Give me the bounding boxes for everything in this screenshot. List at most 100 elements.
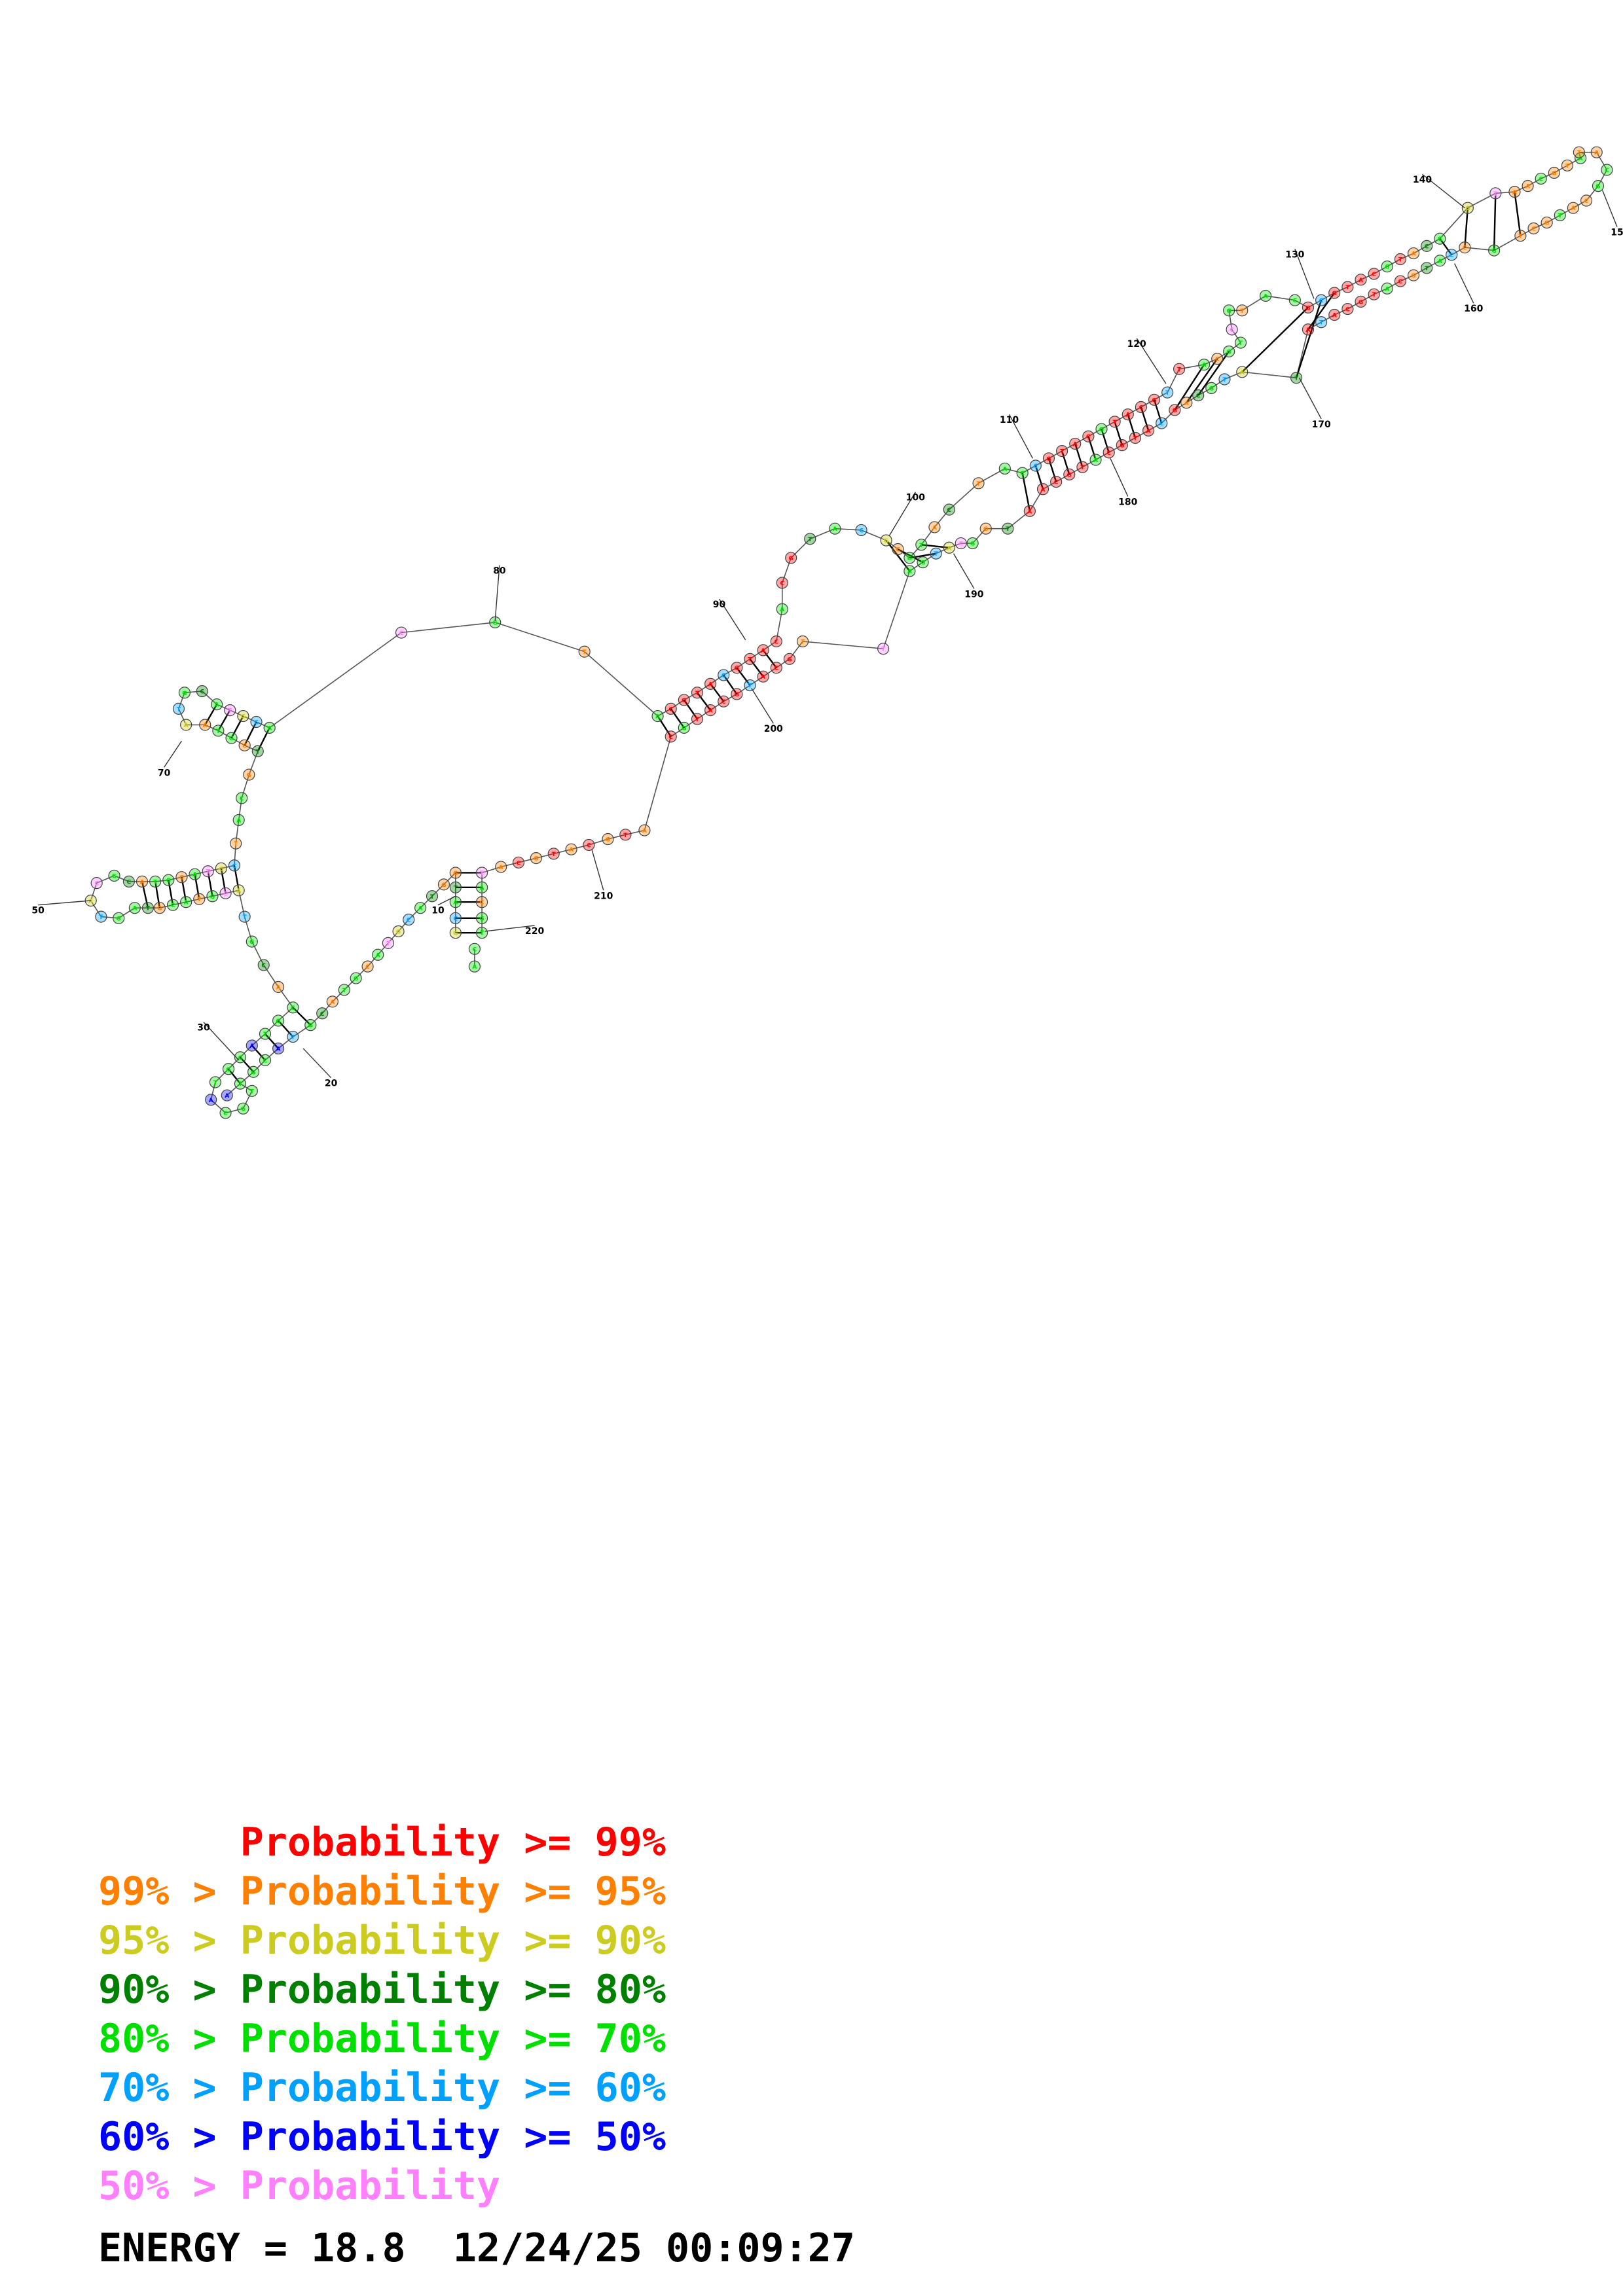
nucleotide-letter: T bbox=[153, 879, 158, 886]
base-pair-bond bbox=[257, 727, 270, 752]
nucleotide-circle bbox=[1142, 424, 1155, 437]
nucleotide-circle bbox=[691, 713, 704, 725]
nucleotide-circle bbox=[180, 719, 192, 731]
nucleotide-letter: T bbox=[1113, 420, 1118, 426]
nucleotide-circle bbox=[225, 732, 238, 744]
position-label: 110 bbox=[1000, 415, 1019, 425]
nucleotide-letter: C bbox=[1054, 480, 1059, 486]
nucleotide: A bbox=[1508, 185, 1521, 198]
nucleotide-circle bbox=[199, 719, 211, 731]
legend-entry-p99: Probability >= 99% bbox=[98, 1820, 666, 1865]
nucleotide-circle bbox=[1592, 180, 1605, 192]
nucleotide-circle bbox=[237, 709, 249, 723]
nucleotide-circle bbox=[238, 910, 251, 923]
nucleotide-letter: C bbox=[179, 875, 184, 882]
nucleotide-circle bbox=[287, 1001, 299, 1014]
nucleotide-letter: C bbox=[94, 881, 99, 888]
position-label-tick bbox=[1422, 173, 1465, 209]
nucleotide-letter: A bbox=[418, 906, 423, 912]
nucleotide: G bbox=[1548, 166, 1560, 179]
nucleotide: A bbox=[1198, 359, 1211, 371]
nucleotide-letter: G bbox=[682, 698, 686, 704]
nucleotide: T bbox=[193, 893, 206, 905]
base-pair-bond bbox=[1439, 238, 1453, 256]
nucleotide-letter: G bbox=[166, 878, 171, 884]
nucleotide-letter: A bbox=[1512, 190, 1517, 196]
nucleotide: C bbox=[175, 871, 188, 884]
nucleotide-circle bbox=[178, 687, 191, 699]
base-pair-bond bbox=[1514, 191, 1522, 236]
nucleotide-circle bbox=[1226, 323, 1238, 336]
nucleotide-letter: T bbox=[1493, 191, 1498, 198]
nucleotide-letter: T bbox=[623, 833, 628, 839]
nucleotide: A bbox=[1302, 323, 1315, 336]
nucleotide-letter: A bbox=[209, 1098, 213, 1104]
backbone-segment bbox=[310, 872, 456, 1026]
nucleotide-circle bbox=[166, 899, 179, 911]
nucleotide-letter: C bbox=[320, 1011, 325, 1018]
nucleotide: G bbox=[1148, 393, 1161, 406]
nucleotide: T bbox=[972, 477, 985, 490]
nucleotide-circle bbox=[1328, 308, 1341, 321]
nucleotide-letter: A bbox=[1578, 156, 1583, 162]
nucleotide-circle bbox=[930, 547, 942, 560]
nucleotide-letter: A bbox=[215, 702, 219, 709]
backbone-segment bbox=[238, 890, 294, 1008]
nucleotide-letter: G bbox=[247, 772, 251, 779]
nucleotide: C bbox=[770, 635, 782, 648]
nucleotide: C bbox=[892, 543, 904, 556]
nucleotide: C bbox=[403, 913, 415, 926]
nucleotide: T bbox=[1108, 416, 1121, 428]
nucleotide-letter: T bbox=[480, 931, 484, 937]
nucleotide-circle bbox=[619, 829, 632, 841]
nucleotide-circle bbox=[583, 838, 595, 852]
nucleotide-letter: G bbox=[1120, 443, 1124, 450]
nucleotide-circle bbox=[1554, 209, 1566, 221]
position-label: 160 bbox=[1464, 304, 1483, 314]
nucleotide: A bbox=[180, 896, 192, 908]
nucleotide: A bbox=[272, 980, 285, 994]
nucleotide-circle bbox=[1561, 159, 1574, 171]
nucleotide-circle bbox=[1567, 202, 1580, 214]
nucleotide-letter: T bbox=[695, 691, 700, 697]
nucleotide: T bbox=[1394, 253, 1407, 266]
nucleotide-circle bbox=[1129, 431, 1142, 444]
position-label-tick bbox=[203, 1022, 240, 1061]
base-pair-bond bbox=[154, 881, 161, 908]
nucleotide-circle bbox=[665, 730, 677, 743]
nucleotide-letter: A bbox=[1359, 278, 1363, 284]
nucleotide-circle bbox=[1288, 294, 1301, 306]
nucleotide: A bbox=[1575, 152, 1587, 164]
nucleotide-letter: T bbox=[99, 914, 103, 921]
nucleotide: A bbox=[272, 1042, 285, 1055]
nucleotide-circle bbox=[1381, 260, 1393, 273]
nucleotide-letter: T bbox=[808, 537, 812, 543]
nucleotide-letter: A bbox=[1093, 457, 1098, 464]
nucleotide: T bbox=[1341, 281, 1354, 293]
nucleotide-circle bbox=[230, 837, 242, 850]
nucleotide: T bbox=[1290, 372, 1303, 384]
nucleotide: C bbox=[90, 877, 103, 889]
nucleotide: G bbox=[1592, 180, 1605, 192]
nucleotide-circle bbox=[246, 1085, 258, 1097]
nucleotide: G bbox=[678, 694, 690, 706]
nucleotide-letter: C bbox=[1450, 253, 1454, 259]
nucleotide-letter: C bbox=[1345, 307, 1350, 314]
nucleotide-circle bbox=[1259, 289, 1272, 302]
nucleotide-circle bbox=[1489, 187, 1502, 200]
position-label: 70 bbox=[158, 768, 171, 778]
nucleotide-letter: A bbox=[1385, 286, 1389, 293]
nucleotide-circle bbox=[1461, 202, 1474, 214]
nucleotide: C bbox=[1082, 430, 1095, 442]
nucleotide-circle bbox=[426, 890, 439, 903]
nucleotide-letter: A bbox=[1202, 363, 1207, 369]
nucleotide-letter: T bbox=[234, 841, 238, 848]
nucleotide-letter: C bbox=[1196, 393, 1201, 400]
nucleotide-letter: G bbox=[884, 538, 888, 545]
backbone-segment bbox=[1029, 409, 1175, 512]
nucleotide-circle bbox=[272, 1014, 285, 1027]
nucleotide-circle bbox=[272, 980, 285, 994]
nucleotide: A bbox=[651, 709, 664, 723]
nucleotide-letter: C bbox=[1086, 434, 1091, 440]
nucleotide-letter: T bbox=[206, 869, 211, 876]
